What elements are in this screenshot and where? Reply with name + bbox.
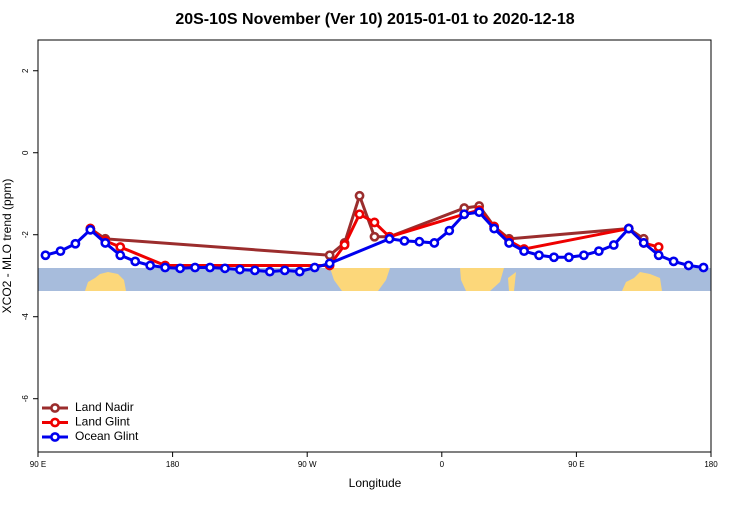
point xyxy=(234,264,245,275)
point xyxy=(519,246,529,257)
point xyxy=(354,209,365,220)
point xyxy=(309,262,320,273)
point xyxy=(175,263,185,274)
legend-label: Land Glint xyxy=(75,415,130,429)
y-tick-label: 0 xyxy=(21,150,30,155)
point xyxy=(459,209,470,220)
point xyxy=(115,250,126,261)
point xyxy=(549,252,559,263)
point xyxy=(653,242,664,252)
x-tick-label: 180 xyxy=(704,460,718,469)
chart-title: 20S-10S November (Ver 10) 2015-01-01 to … xyxy=(175,11,574,28)
point xyxy=(623,223,634,234)
y-axis-label: XCO2 - MLO trend (ppm) xyxy=(0,179,14,314)
point xyxy=(264,266,275,277)
plot-frame xyxy=(37,39,712,453)
point xyxy=(414,236,425,247)
point xyxy=(190,262,200,273)
point xyxy=(324,250,335,261)
legend-marker xyxy=(50,403,60,413)
point xyxy=(399,235,410,246)
x-tick-label: 0 xyxy=(440,460,445,469)
point xyxy=(115,242,126,252)
point xyxy=(220,263,230,274)
point xyxy=(70,238,81,249)
point xyxy=(668,256,679,267)
legend-label: Land Nadir xyxy=(75,400,134,414)
point xyxy=(653,250,664,261)
legend-label: Ocean Glint xyxy=(75,429,139,443)
point xyxy=(564,252,574,263)
point xyxy=(40,250,51,261)
point xyxy=(384,233,395,244)
legend-marker xyxy=(50,417,60,428)
y-tick-label: -2 xyxy=(21,231,30,239)
x-tick-label: 90 E xyxy=(30,460,46,469)
point xyxy=(444,225,455,236)
point xyxy=(160,262,171,273)
point xyxy=(339,240,350,250)
land-mask-strip xyxy=(38,268,711,291)
y-tick-label: -4 xyxy=(21,313,30,321)
point xyxy=(474,207,485,218)
legend-marker xyxy=(50,432,60,442)
x-tick-label: 90 E xyxy=(568,460,584,469)
y-tick-label: 2 xyxy=(21,68,30,73)
point xyxy=(698,262,709,273)
point xyxy=(489,223,500,234)
point xyxy=(294,266,305,277)
point xyxy=(683,260,694,271)
y-tick-label: -6 xyxy=(21,395,30,403)
point xyxy=(130,256,141,267)
point xyxy=(593,246,604,257)
x-axis-label: Longitude xyxy=(349,476,402,490)
point xyxy=(100,238,111,248)
point xyxy=(369,231,380,242)
point xyxy=(534,250,544,261)
x-tick-label: 90 W xyxy=(298,460,317,469)
point xyxy=(205,262,215,273)
point xyxy=(249,265,260,276)
series-line xyxy=(89,191,645,257)
point xyxy=(354,190,365,201)
point xyxy=(504,238,514,248)
x-tick-label: 180 xyxy=(166,460,180,469)
point xyxy=(638,238,649,248)
point xyxy=(85,224,96,235)
point xyxy=(578,250,589,261)
point xyxy=(145,260,156,271)
point xyxy=(369,217,380,228)
point xyxy=(608,240,619,250)
point xyxy=(279,265,290,276)
point xyxy=(324,258,335,269)
point xyxy=(429,238,440,248)
point xyxy=(55,246,66,257)
